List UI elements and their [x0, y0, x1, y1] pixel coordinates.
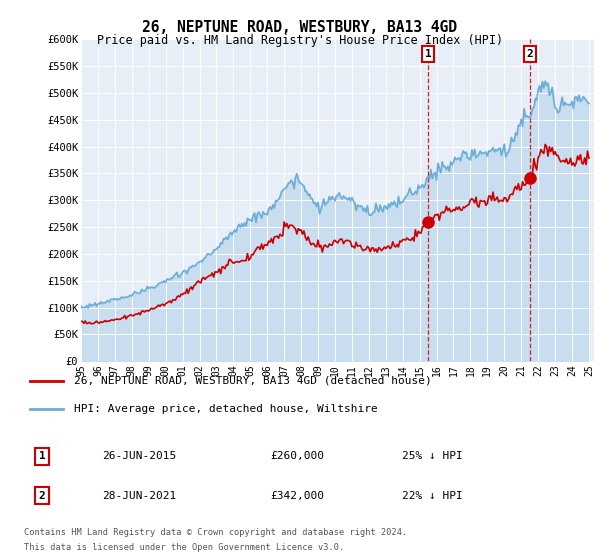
- Text: £260,000: £260,000: [270, 451, 324, 461]
- Text: 28-JUN-2021: 28-JUN-2021: [102, 491, 176, 501]
- Text: 26, NEPTUNE ROAD, WESTBURY, BA13 4GD: 26, NEPTUNE ROAD, WESTBURY, BA13 4GD: [143, 20, 458, 35]
- Text: 2: 2: [38, 491, 46, 501]
- Text: 2: 2: [526, 49, 533, 59]
- Text: Price paid vs. HM Land Registry's House Price Index (HPI): Price paid vs. HM Land Registry's House …: [97, 34, 503, 46]
- Text: 26-JUN-2015: 26-JUN-2015: [102, 451, 176, 461]
- Text: 1: 1: [425, 49, 431, 59]
- Text: 26, NEPTUNE ROAD, WESTBURY, BA13 4GD (detached house): 26, NEPTUNE ROAD, WESTBURY, BA13 4GD (de…: [74, 376, 431, 386]
- Text: 1: 1: [38, 451, 46, 461]
- Text: This data is licensed under the Open Government Licence v3.0.: This data is licensed under the Open Gov…: [24, 543, 344, 552]
- Text: Contains HM Land Registry data © Crown copyright and database right 2024.: Contains HM Land Registry data © Crown c…: [24, 528, 407, 536]
- Text: 25% ↓ HPI: 25% ↓ HPI: [402, 451, 463, 461]
- Text: £342,000: £342,000: [270, 491, 324, 501]
- Text: 22% ↓ HPI: 22% ↓ HPI: [402, 491, 463, 501]
- Text: HPI: Average price, detached house, Wiltshire: HPI: Average price, detached house, Wilt…: [74, 404, 377, 414]
